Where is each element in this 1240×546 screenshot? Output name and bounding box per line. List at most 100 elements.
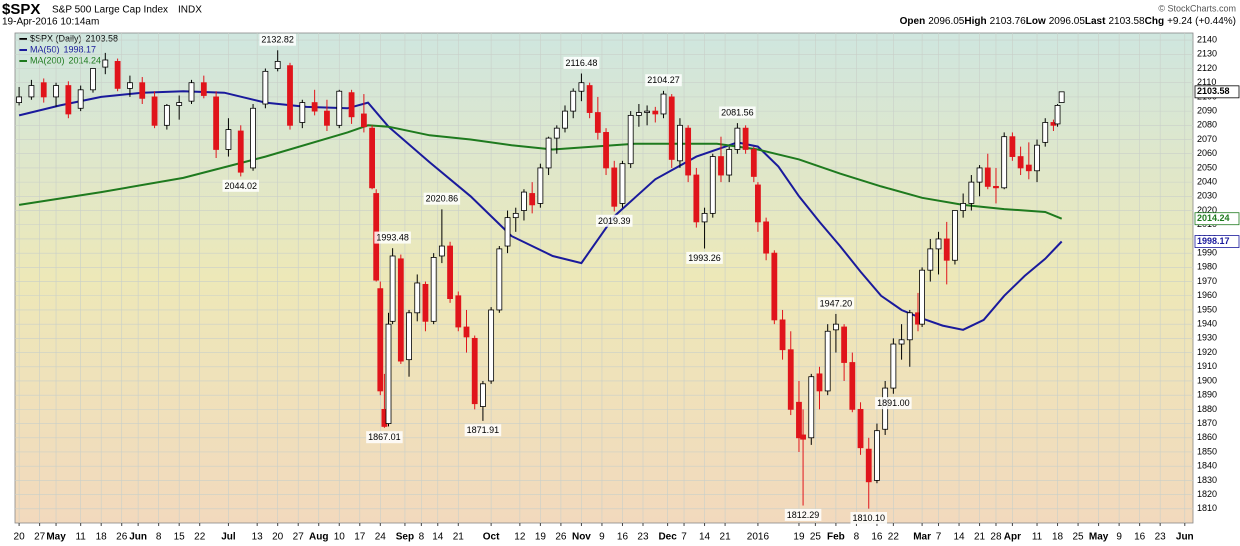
exchange: INDX [178, 5, 202, 16]
x-tick-label: 28 [990, 532, 1002, 543]
candle-body [718, 156, 724, 176]
price-label-box [222, 179, 260, 192]
price-label: 2132.82 [261, 35, 294, 45]
x-tick-label: 23 [637, 532, 649, 543]
price-label: 2020.86 [426, 194, 459, 204]
candle-body [348, 92, 355, 118]
candle-body [603, 132, 609, 169]
candle-body [750, 149, 757, 177]
candle-body [984, 167, 991, 187]
x-tick-label: Aug [309, 532, 328, 543]
candle-body [635, 112, 642, 116]
candle-body [562, 110, 568, 129]
legend-label: MA(200) [30, 55, 65, 65]
candle-body [389, 255, 396, 322]
y-tick-label: 2130 [1197, 49, 1217, 59]
legend-label: MA(50) [30, 44, 60, 54]
candle-body [824, 330, 831, 392]
x-tick-label: 22 [194, 532, 206, 543]
x-tick-label: 21 [974, 532, 986, 543]
candle-body [151, 96, 158, 126]
candle-body [800, 434, 806, 440]
candle-body [65, 85, 72, 115]
y-tick-label: 1930 [1197, 333, 1217, 343]
credit: © StockCharts.com [1158, 3, 1236, 13]
price-label-box [784, 508, 822, 521]
candle-body [816, 373, 823, 392]
x-tick-label: 23 [1155, 532, 1167, 543]
quote-value: 2096.05 [1049, 16, 1086, 27]
y-tick-label: 1910 [1197, 361, 1217, 371]
y-tick-label: 1990 [1197, 248, 1217, 258]
price-label: 1891.00 [877, 398, 910, 408]
x-tick-label: 8 [156, 532, 162, 543]
y-tick-label: 2140 [1197, 34, 1217, 44]
candle-body [324, 110, 330, 126]
candle-body [200, 82, 207, 96]
last-value-box [1194, 235, 1240, 248]
candle-body [611, 167, 618, 207]
candle-body [865, 448, 872, 483]
price-label: 1812.29 [787, 510, 820, 520]
x-tick-label: 13 [252, 532, 264, 543]
quote-label: Chg [1145, 16, 1164, 27]
y-tick-label: 1840 [1197, 461, 1217, 471]
price-label-box [875, 397, 912, 410]
candle-body [849, 362, 856, 410]
candle-body [742, 127, 749, 150]
candle-body [496, 248, 503, 311]
x-tick-label: Mar [913, 532, 931, 543]
y-tick-label: 2050 [1197, 162, 1217, 172]
legend-value: 2014.24 [69, 55, 102, 65]
candle-body [336, 90, 343, 126]
price-label: 2116.48 [565, 58, 597, 68]
y-tick-label: 1940 [1197, 319, 1217, 329]
y-tick-label: 2070 [1197, 134, 1217, 144]
price-label-box [645, 74, 682, 87]
candle-body [709, 156, 716, 214]
candle-body [414, 282, 421, 314]
x-tick-label: 20 [14, 532, 26, 543]
last-value-box [1194, 85, 1240, 99]
candle-body [237, 130, 244, 173]
x-tick-label: 22 [888, 532, 900, 543]
chart-title: S&P 500 Large Cap Index [52, 5, 168, 16]
x-tick-label: 9 [599, 532, 605, 543]
x-tick-label: Sep [396, 532, 414, 543]
candle-body [438, 245, 445, 257]
candle-body [1034, 144, 1040, 172]
candle-body [960, 203, 967, 211]
candle-body [16, 96, 23, 103]
price-label: 1993.26 [688, 253, 721, 263]
x-tick-label: 14 [953, 532, 965, 543]
price-label: 1871.91 [467, 425, 500, 435]
candle-body [1001, 136, 1008, 189]
price-label: 2044.02 [224, 181, 257, 191]
candle-body [455, 295, 462, 328]
candle-body [968, 181, 975, 204]
candle-body [898, 339, 905, 345]
last-value: 2014.24 [1197, 213, 1230, 223]
candle-body [779, 319, 786, 351]
price-label-box [366, 431, 403, 444]
x-tick-label: 17 [354, 532, 366, 543]
price-label: 1867.01 [368, 432, 401, 442]
legend-value: 2103.58 [86, 33, 119, 43]
x-tick-label: Feb [827, 532, 845, 543]
quote-label: Last [1085, 16, 1106, 27]
y-tick-label: 2080 [1197, 120, 1217, 130]
x-tick-label: May [46, 532, 66, 543]
x-tick-label: Jun [129, 532, 147, 543]
x-tick-label: 10 [334, 532, 346, 543]
candle-body [262, 70, 269, 105]
x-tick-label: 21 [453, 532, 465, 543]
candle-body [874, 430, 880, 481]
y-tick-label: 1860 [1197, 432, 1217, 442]
candle-body [447, 245, 453, 299]
candle-body [512, 212, 519, 219]
quote-value: 2103.76 [990, 16, 1027, 27]
y-tick-label: 1810 [1197, 503, 1217, 513]
y-tick-label: 1980 [1197, 262, 1217, 272]
price-label-box [817, 297, 855, 310]
